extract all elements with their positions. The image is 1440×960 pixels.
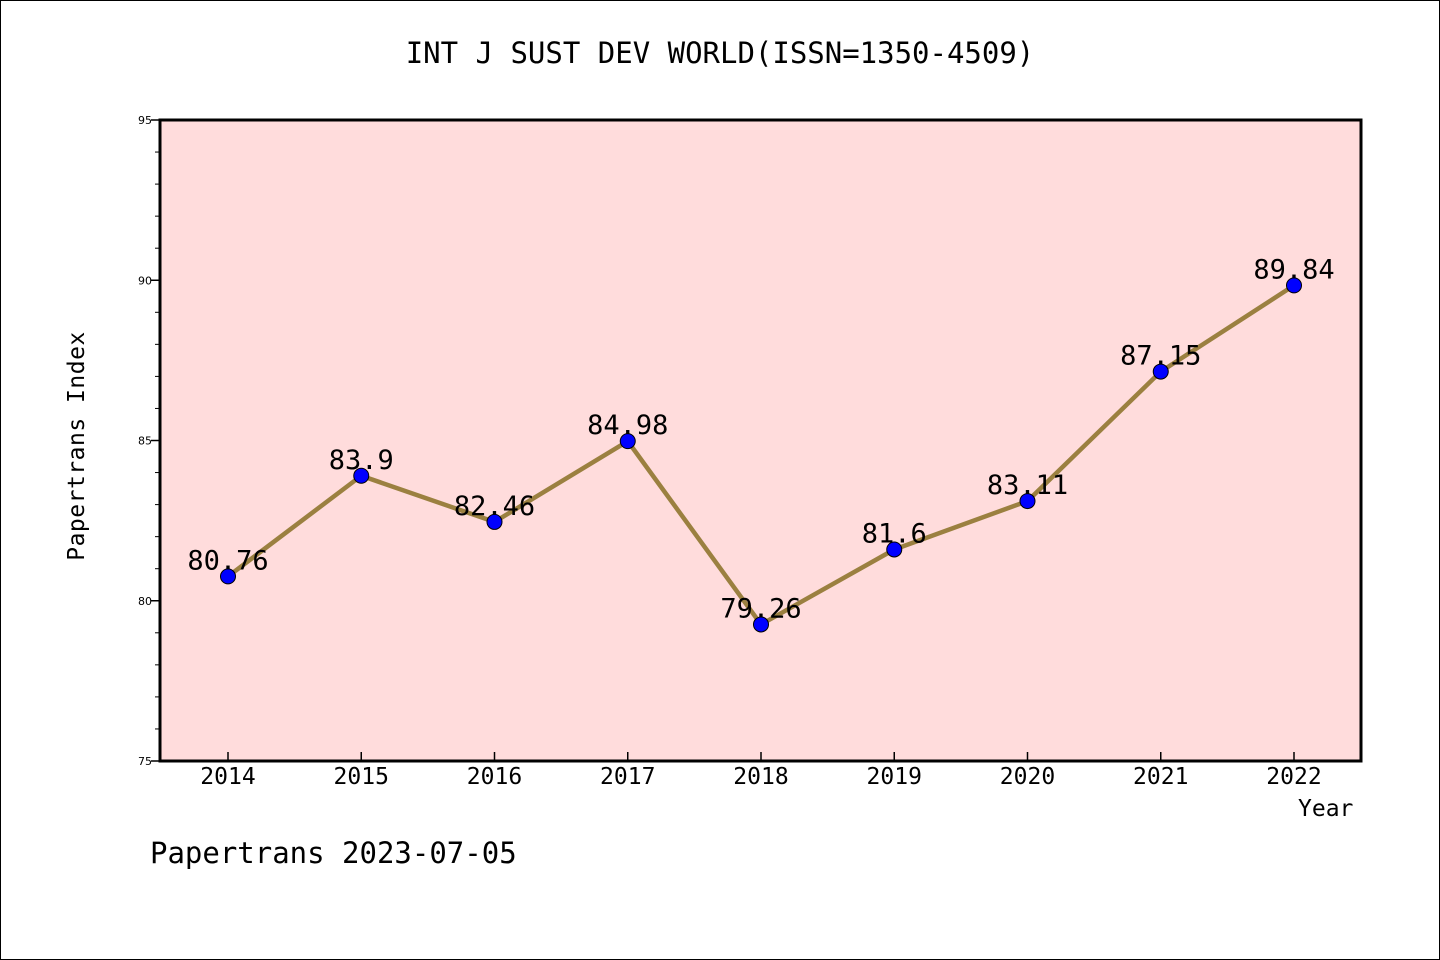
x-tick-label: 2014 xyxy=(200,764,255,790)
data-labels: 80.76 83.9 82.46 84.98 79.26 81.6 83.11 87.15 89… xyxy=(187,254,1334,624)
data-point xyxy=(1152,363,1169,380)
y-tick-label: 85 xyxy=(138,435,152,448)
x-tick-label: 2017 xyxy=(600,764,655,790)
data-label: 80.76 xyxy=(187,545,268,576)
y-tick-label: 75 xyxy=(138,755,152,768)
data-label: 89.84 xyxy=(1253,254,1334,285)
footer-text: Papertrans 2023-07-05 xyxy=(150,836,517,870)
x-tick-label: 2022 xyxy=(1266,764,1321,790)
x-tick-label: 2019 xyxy=(867,764,922,790)
data-label: 87.15 xyxy=(1120,341,1201,372)
data-label: 83.9 xyxy=(329,445,394,476)
data-label: 83.11 xyxy=(987,470,1068,501)
y-tick-label: 80 xyxy=(138,595,152,608)
data-point xyxy=(486,513,503,530)
data-label: 81.6 xyxy=(862,518,927,549)
data-point xyxy=(619,433,636,450)
x-axis-label: Year xyxy=(1298,796,1354,822)
data-point xyxy=(753,616,769,633)
data-point xyxy=(353,467,370,484)
data-point xyxy=(220,568,236,585)
data-point xyxy=(886,541,903,558)
data-label: 82.46 xyxy=(454,491,535,522)
x-tick-label: 2016 xyxy=(467,764,522,790)
data-point xyxy=(1019,493,1036,510)
data-points xyxy=(220,277,1302,633)
chart-title: INT J SUST DEV WORLD(ISSN=1350-4509) xyxy=(405,36,1035,70)
y-tick-label: 95 xyxy=(138,114,152,127)
plot-area xyxy=(160,120,1361,761)
x-axis-ticks: 2014 2015 2016 2017 2018 2019 2020 2021 2022 xyxy=(200,752,1322,790)
x-tick-label: 2021 xyxy=(1133,764,1188,790)
y-tick-label: 90 xyxy=(138,274,152,287)
x-tick-label: 2018 xyxy=(733,764,788,790)
x-tick-label: 2015 xyxy=(334,764,389,790)
data-label: 79.26 xyxy=(720,593,801,624)
y-axis-ticks: 75 80 85 90 95 xyxy=(138,114,160,768)
data-point xyxy=(1286,277,1302,294)
plot-border xyxy=(158,118,1363,763)
data-label: 84.98 xyxy=(587,410,668,441)
x-tick-label: 2020 xyxy=(1000,764,1055,790)
